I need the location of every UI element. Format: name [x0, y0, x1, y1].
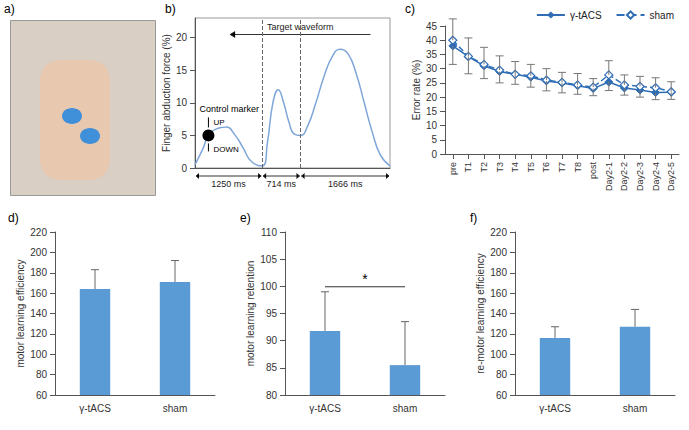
- svg-text:re-motor learning efficiency: re-motor learning efficiency: [475, 253, 486, 373]
- svg-text:post: post: [588, 162, 598, 180]
- svg-text:T3: T3: [495, 162, 505, 173]
- svg-text:Day2-3: Day2-3: [635, 162, 645, 191]
- svg-text:160: 160: [490, 288, 507, 299]
- svg-text:200: 200: [30, 247, 47, 258]
- svg-text:120: 120: [490, 328, 507, 339]
- svg-text:95: 95: [266, 308, 278, 319]
- svg-text:25: 25: [426, 77, 438, 88]
- svg-text:220: 220: [30, 227, 47, 238]
- svg-text:a): a): [4, 2, 15, 16]
- svg-text:15: 15: [176, 65, 188, 76]
- svg-text:200: 200: [490, 247, 507, 258]
- svg-text:140: 140: [490, 308, 507, 319]
- svg-text:b): b): [165, 2, 176, 16]
- svg-text:180: 180: [30, 267, 47, 278]
- svg-text:Target waveform: Target waveform: [267, 22, 334, 32]
- svg-text:105: 105: [260, 254, 277, 265]
- svg-text:60: 60: [496, 390, 508, 401]
- svg-text:35: 35: [426, 49, 438, 60]
- svg-text:T2: T2: [479, 162, 489, 173]
- svg-text:0: 0: [181, 163, 187, 174]
- svg-text:Day2-4: Day2-4: [651, 162, 661, 191]
- svg-text:110: 110: [261, 227, 277, 238]
- svg-text:T6: T6: [541, 162, 551, 173]
- svg-text:100: 100: [490, 349, 507, 360]
- svg-text:T1: T1: [463, 162, 473, 173]
- svg-text:f): f): [470, 211, 477, 225]
- svg-text:e): e): [240, 211, 251, 225]
- svg-text:sham: sham: [650, 10, 674, 21]
- svg-text:80: 80: [36, 369, 48, 380]
- svg-text:γ-tACS: γ-tACS: [539, 403, 571, 414]
- svg-text:160: 160: [30, 288, 47, 299]
- svg-text:0: 0: [431, 149, 437, 160]
- svg-text:Error rate (%): Error rate (%): [411, 60, 422, 121]
- svg-text:c): c): [405, 2, 415, 16]
- svg-text:T5: T5: [526, 162, 536, 173]
- svg-text:*: *: [362, 271, 368, 287]
- svg-text:T8: T8: [573, 162, 583, 173]
- svg-text:sham: sham: [163, 403, 187, 414]
- svg-text:γ-tACS: γ-tACS: [79, 403, 111, 414]
- svg-text:Day2-5: Day2-5: [666, 162, 676, 191]
- svg-text:pre: pre: [448, 162, 458, 175]
- svg-text:15: 15: [426, 106, 438, 117]
- svg-text:γ-tACS: γ-tACS: [570, 10, 602, 21]
- svg-text:180: 180: [490, 267, 507, 278]
- svg-text:45: 45: [426, 21, 438, 32]
- svg-text:T7: T7: [557, 162, 567, 173]
- svg-text:30: 30: [426, 63, 438, 74]
- svg-text:motor learning efficiency: motor learning efficiency: [15, 259, 26, 367]
- svg-text:T4: T4: [510, 162, 520, 173]
- svg-text:UP: UP: [213, 118, 224, 127]
- svg-text:5: 5: [431, 134, 437, 145]
- svg-text:Day2-1: Day2-1: [604, 162, 614, 191]
- svg-text:Day2-2: Day2-2: [619, 162, 629, 191]
- svg-text:motor learning retention: motor learning retention: [245, 261, 256, 367]
- svg-text:40: 40: [426, 35, 438, 46]
- svg-text:5: 5: [181, 130, 187, 141]
- svg-text:10: 10: [426, 120, 438, 131]
- svg-text:d): d): [8, 211, 19, 225]
- svg-text:sham: sham: [393, 403, 417, 414]
- svg-text:60: 60: [36, 390, 48, 401]
- svg-text:220: 220: [490, 227, 507, 238]
- svg-text:140: 140: [30, 308, 47, 319]
- svg-text:100: 100: [260, 281, 277, 292]
- svg-text:20: 20: [176, 32, 188, 43]
- svg-text:20: 20: [426, 92, 438, 103]
- svg-text:714 ms: 714 ms: [267, 179, 297, 189]
- svg-text:Control marker: Control marker: [199, 104, 259, 114]
- svg-text:100: 100: [30, 349, 47, 360]
- svg-text:1666 ms: 1666 ms: [328, 179, 363, 189]
- svg-text:80: 80: [496, 369, 508, 380]
- svg-text:DOWN: DOWN: [213, 145, 239, 154]
- svg-text:120: 120: [30, 328, 47, 339]
- svg-text:Finger abduction force (%): Finger abduction force (%): [161, 34, 172, 152]
- svg-text:85: 85: [266, 362, 278, 373]
- svg-text:90: 90: [266, 335, 278, 346]
- svg-text:10: 10: [176, 97, 188, 108]
- svg-text:1250 ms: 1250 ms: [211, 179, 246, 189]
- svg-text:sham: sham: [623, 403, 647, 414]
- svg-text:γ-tACS: γ-tACS: [309, 403, 341, 414]
- svg-text:80: 80: [266, 390, 278, 401]
